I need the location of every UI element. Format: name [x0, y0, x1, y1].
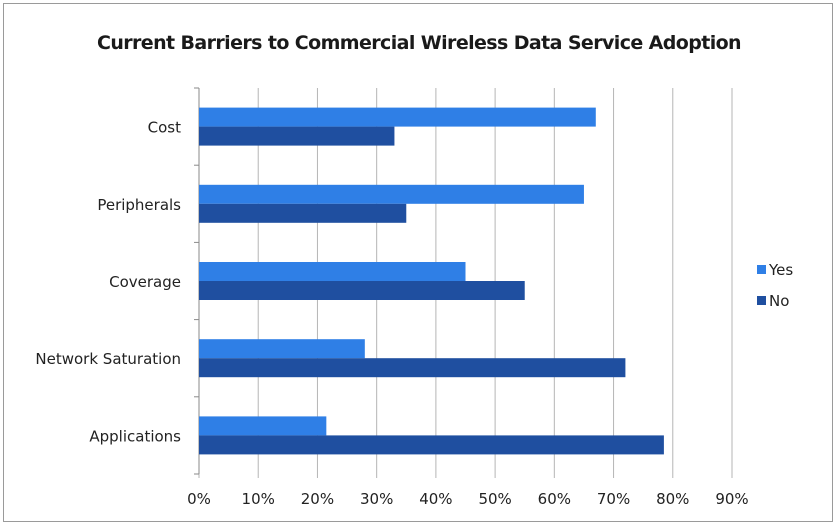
bar-yes-network-saturation: [199, 339, 365, 359]
bar-yes-applications: [199, 416, 327, 436]
bar-yes-cost: [199, 107, 596, 127]
category-label: Network Saturation: [35, 350, 181, 368]
legend-label-yes: Yes: [768, 261, 793, 279]
x-tick-label: 80%: [656, 490, 689, 508]
bar-no-peripherals: [199, 203, 407, 223]
x-tick-label: 30%: [360, 490, 393, 508]
bar-no-cost: [199, 126, 395, 146]
category-label: Peripherals: [97, 196, 181, 214]
bar-no-applications: [199, 435, 664, 455]
x-tick-label: 40%: [419, 490, 452, 508]
x-tick-label: 60%: [538, 490, 571, 508]
legend-label-no: No: [769, 292, 789, 310]
category-label: Applications: [89, 427, 181, 445]
bar-yes-peripherals: [199, 184, 584, 204]
bar-no-coverage: [199, 281, 525, 300]
x-tick-label: 50%: [478, 490, 511, 508]
x-tick-label: 20%: [301, 490, 334, 508]
bar-yes-coverage: [199, 262, 466, 281]
legend-swatch-no: [757, 296, 766, 305]
category-label: Cost: [148, 119, 181, 137]
category-label: Coverage: [109, 273, 181, 291]
legend-swatch-yes: [757, 265, 766, 274]
x-tick-label: 0%: [187, 490, 211, 508]
bar-no-network-saturation: [199, 358, 626, 378]
x-tick-label: 10%: [242, 490, 275, 508]
chart-title: Current Barriers to Commercial Wireless …: [97, 32, 742, 54]
x-tick-label: 70%: [597, 490, 630, 508]
x-tick-label: 90%: [715, 490, 748, 508]
